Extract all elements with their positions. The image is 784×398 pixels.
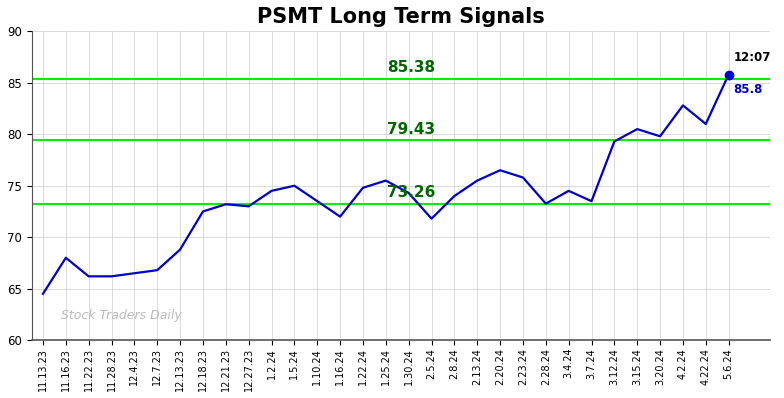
Text: 85.38: 85.38 xyxy=(387,60,435,75)
Text: 12:07: 12:07 xyxy=(733,51,771,64)
Text: 79.43: 79.43 xyxy=(387,121,435,137)
Text: Stock Traders Daily: Stock Traders Daily xyxy=(61,308,182,322)
Text: 73.26: 73.26 xyxy=(387,185,436,200)
Text: 85.8: 85.8 xyxy=(733,83,763,96)
Title: PSMT Long Term Signals: PSMT Long Term Signals xyxy=(257,7,545,27)
